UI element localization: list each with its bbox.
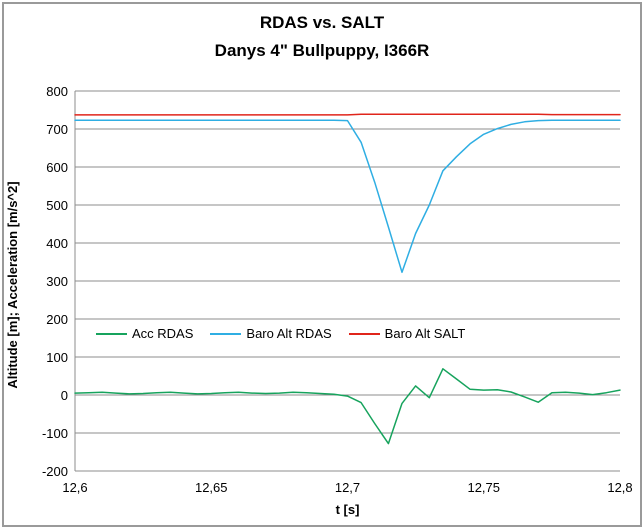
x-axis-title: t [s] [335, 502, 360, 517]
y-tick-label: 200 [46, 311, 68, 327]
chart-title: RDAS vs. SALT [259, 13, 385, 32]
y-tick-label: 0 [60, 387, 68, 403]
y-tick-label: 300 [46, 273, 68, 289]
series-line-baro-alt-rdas [74, 119, 621, 274]
series-line-baro-alt-salt [74, 113, 621, 116]
chart-subtitle: Danys 4" Bullpuppy, I366R [214, 41, 430, 60]
x-tick-label: 12,7 [334, 480, 361, 495]
y-tick-label: 600 [46, 159, 68, 175]
legend: Acc RDAS Baro Alt RDAS Baro Alt SALT [96, 326, 465, 341]
legend-item-acc-rdas: Acc RDAS [96, 326, 193, 341]
y-tick-label: -100 [41, 425, 68, 441]
legend-label: Acc RDAS [132, 326, 194, 341]
y-tick-label: 100 [46, 349, 68, 365]
x-tick-label: 12,75 [467, 480, 501, 495]
legend-line-swatch-cyan [210, 332, 242, 335]
legend-label: Baro Alt RDAS [246, 326, 332, 341]
x-tick-label: 12,6 [62, 480, 88, 495]
series-lines [74, 113, 621, 445]
legend-line-swatch-green [96, 332, 127, 335]
legend-label: Baro Alt SALT [384, 326, 466, 341]
legend-item-baro-alt-salt: Baro Alt SALT [348, 326, 466, 341]
gridlines [75, 90, 620, 472]
y-tick-label: 700 [46, 121, 68, 137]
x-tick-label: 12,65 [194, 480, 228, 495]
x-tick-label: 12,8 [607, 480, 633, 495]
legend-line-swatch-red [348, 332, 380, 335]
legend-item-baro-alt-rdas: Baro Alt RDAS [210, 326, 332, 341]
y-tick-label: 500 [46, 197, 68, 213]
y-tick-label: -200 [41, 463, 68, 479]
y-tick-label: 800 [46, 83, 68, 99]
series-line-acc-rdas [74, 368, 621, 445]
y-tick-label: 400 [46, 235, 68, 251]
